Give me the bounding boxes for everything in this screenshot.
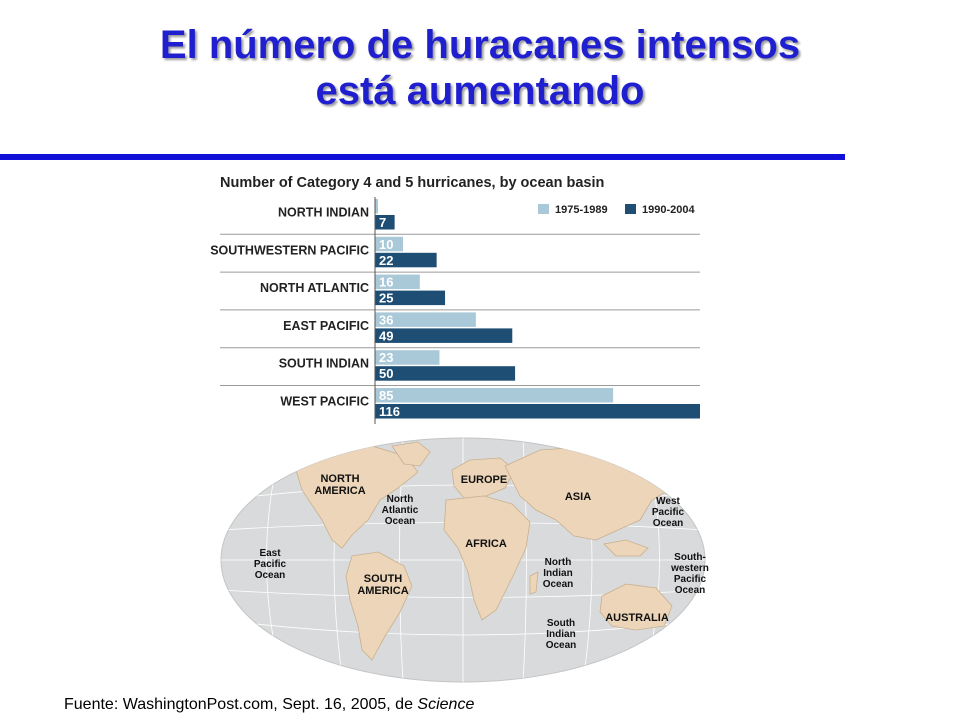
category-label: SOUTHWESTERN PACIFIC <box>210 243 369 257</box>
land-europe <box>451 457 516 499</box>
bar-chart: Number of Category 4 and 5 hurricanes, b… <box>210 175 700 424</box>
bar-series-2 <box>375 290 446 306</box>
bar-series-1 <box>375 236 404 252</box>
map-label: North Atlantic Ocean <box>382 494 419 527</box>
chart-legend: 1975-1989 1990-2004 <box>538 204 695 216</box>
data-label: 7 <box>379 215 386 230</box>
map-label: South Indian Ocean <box>546 618 577 651</box>
legend-swatch-series-2 <box>625 204 636 214</box>
bar-series-1 <box>375 388 614 403</box>
map-label: EUROPE <box>461 474 507 486</box>
bar-series-2 <box>375 366 516 381</box>
map-label: North Indian Ocean <box>543 557 574 590</box>
land-africa <box>443 495 531 621</box>
data-label: 10 <box>379 237 393 252</box>
chart-title: Number of Category 4 and 5 hurricanes, b… <box>220 175 604 191</box>
bar-series-2 <box>375 404 700 419</box>
category-label: WEST PACIFIC <box>280 395 369 409</box>
land-north-america <box>295 443 419 549</box>
data-label: 116 <box>379 404 400 419</box>
bar-series-1 <box>375 274 420 290</box>
legend-swatch-series-1 <box>538 204 549 214</box>
category-label: SOUTH INDIAN <box>279 357 369 371</box>
map-label: AFRICA <box>465 538 507 550</box>
legend-label-series-2: 1990-2004 <box>642 204 695 216</box>
land-australia <box>599 583 673 631</box>
land-south-america <box>345 551 413 661</box>
source-prefix: Fuente: <box>64 696 119 713</box>
data-label: 36 <box>379 312 393 327</box>
data-label: 85 <box>379 388 393 403</box>
source-line: Fuente: WashingtonPost.com, Sept. 16, 20… <box>64 696 474 714</box>
land-new-zealand <box>677 623 687 643</box>
map-label: West Pacific Ocean <box>652 496 685 529</box>
data-label: 16 <box>379 275 393 290</box>
title-rule <box>0 154 845 160</box>
bar-series-2 <box>375 215 395 230</box>
slide-title: El número de huracanes intensos está aum… <box>60 22 900 114</box>
map-label: South-western Pacific Ocean <box>670 552 709 596</box>
data-label: 49 <box>379 328 393 343</box>
legend-label-series-1: 1975-1989 <box>555 204 608 216</box>
category-label: EAST PACIFIC <box>283 319 369 333</box>
source-text: WashingtonPost.com, Sept. 16, 2005, de <box>122 696 413 713</box>
map-label: AUSTRALIA <box>605 612 669 624</box>
map-label: NORTH AMERICA <box>314 473 365 497</box>
land-southeast-asia <box>603 539 649 557</box>
slide-title-line1: El número de huracanes intensos <box>159 23 801 67</box>
data-label: 25 <box>379 291 393 306</box>
world-map: NORTH AMERICA North Atlantic Ocean EUROPE ASIA… <box>220 437 709 683</box>
data-label: 1 <box>379 199 386 214</box>
bar-series-2 <box>375 252 437 268</box>
slide-title-line2: está aumentando <box>315 69 645 113</box>
category-label: NORTH INDIAN <box>278 206 369 220</box>
map-label: SOUTH AMERICA <box>357 573 408 597</box>
map-label: East Pacific Ocean <box>254 548 287 581</box>
source-italic: Science <box>417 696 475 713</box>
land-madagascar <box>529 571 539 595</box>
bar-series-2 <box>375 328 513 343</box>
data-label: 22 <box>379 253 393 268</box>
data-label: 23 <box>379 350 393 365</box>
bar-series-1 <box>375 199 378 214</box>
category-label: NORTH ATLANTIC <box>260 281 369 295</box>
bar-series-1 <box>375 312 476 327</box>
data-label: 50 <box>379 366 393 381</box>
map-label: ASIA <box>565 491 591 503</box>
bar-series-1 <box>375 350 440 365</box>
land-greenland <box>391 441 431 467</box>
